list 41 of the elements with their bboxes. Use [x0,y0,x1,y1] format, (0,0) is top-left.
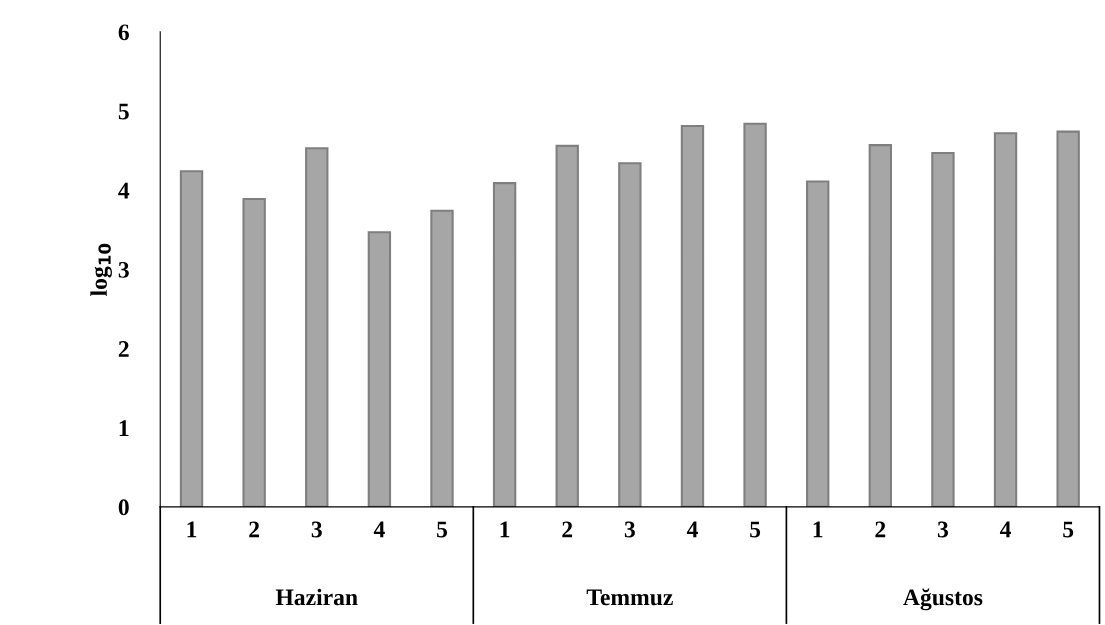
bar [931,151,955,507]
bar [1056,130,1080,507]
bar [993,132,1018,507]
bar [179,170,204,507]
text: Ağustos [903,588,983,611]
x-tick-label: 3 [937,521,949,538]
x-tick-label: 3 [311,521,322,538]
x-tick-label: 4 [999,521,1012,538]
bar [367,231,392,507]
x-tick-label: 2 [875,521,886,538]
bar [680,125,705,507]
bar [305,147,329,507]
y-tick-label: 6 [118,24,129,41]
y-tick-label: 5 [118,103,129,120]
y-tick-label: 0 [118,499,129,516]
bar [868,144,892,507]
y-axis-title: log$_{10}$ [90,243,112,296]
x-tick-label: 5 [750,521,761,538]
text: Temmuz [586,589,673,606]
bar [430,209,454,507]
y-tick-label: 3 [118,261,129,278]
bar [618,162,642,507]
bar [242,197,266,507]
text: Haziran [275,588,358,606]
y-tick-label: 1 [119,420,129,436]
bar [492,182,517,507]
x-tick-label: 3 [624,521,635,538]
y-tick-label: 4 [118,182,130,199]
x-tick-label: 2 [562,521,573,538]
y-tick-label: 2 [118,341,129,357]
x-tick-label: 1 [187,521,197,538]
bar [555,144,579,507]
bar [806,180,830,507]
x-tick-label: 4 [373,521,385,538]
x-tick-label: 1 [500,521,510,538]
x-tick-label: 1 [813,521,823,538]
bar [743,122,767,507]
x-tick-label: 2 [249,521,260,538]
x-tick-label: 4 [686,521,698,538]
x-tick-label: 5 [437,521,448,538]
x-tick-label: 5 [1063,521,1074,538]
